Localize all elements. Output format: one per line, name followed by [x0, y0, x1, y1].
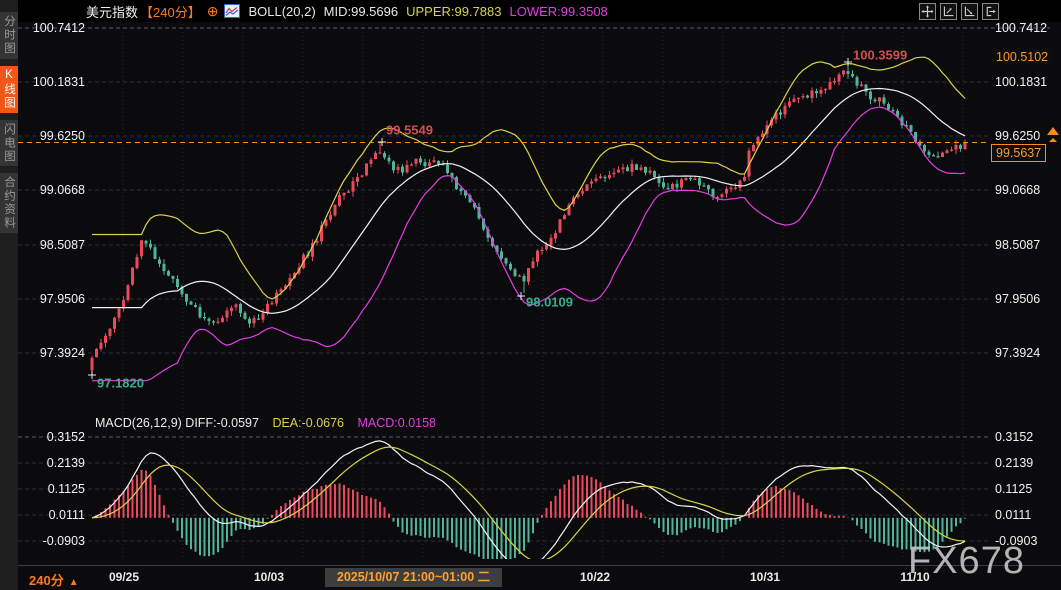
sidebar-tab-kline-chart[interactable]: K线图 — [0, 66, 18, 113]
date-label: 10/22 — [580, 570, 610, 584]
sidebar-tab-contract-info[interactable]: 合约资料 — [0, 173, 18, 233]
macd-dea-value: DEA:-0.0676 — [272, 416, 344, 430]
zoom-axis-left-icon[interactable] — [940, 3, 957, 20]
chart-type-sidebar: 分时图 K线图 闪电图 合约资料 — [0, 0, 18, 590]
sidebar-tab-time-chart[interactable]: 分时图 — [0, 12, 18, 59]
zoom-axis-right-icon[interactable] — [961, 3, 978, 20]
pan-crosshair-icon[interactable] — [919, 3, 936, 20]
boll-lower-value: LOWER:99.3508 — [510, 4, 608, 19]
macd-legend: MACD(26,12,9) DIFF:-0.0597 DEA:-0.0676 M… — [95, 416, 436, 430]
collapse-right-icon[interactable] — [982, 3, 999, 20]
boll-upper-value: UPPER:99.7883 — [406, 4, 501, 19]
chart-toolbar — [919, 3, 999, 20]
boll-mid-value: MID:99.5696 — [324, 4, 398, 19]
crosshair-date-tooltip: 2025/10/07 21:00~01:00 二 — [325, 568, 502, 587]
candlestick-chart-canvas[interactable] — [0, 0, 1061, 590]
add-indicator-icon[interactable]: ⊕ — [207, 3, 219, 20]
chart-thumbnail-icon[interactable] — [224, 4, 240, 18]
chart-header: 美元指数 【240分】 ⊕ BOLL(20,2) MID:99.5696 UPP… — [18, 0, 1061, 22]
date-label: 09/25 — [109, 570, 139, 584]
period-tag[interactable]: 【240分】 — [140, 2, 201, 21]
sidebar-tab-lightning-chart[interactable]: 闪电图 — [0, 120, 18, 167]
boll-legend: BOLL(20,2) — [248, 4, 315, 19]
chart-window: 分时图 K线图 闪电图 合约资料 美元指数 【240分】 ⊕ BOLL(20,2… — [0, 0, 1061, 590]
macd-diff-value: MACD(26,12,9) DIFF:-0.0597 — [95, 416, 259, 430]
session-high-marker: 100.5102 — [992, 49, 1052, 65]
date-label: 10/03 — [254, 570, 284, 584]
symbol-title: 美元指数 — [86, 2, 138, 21]
date-label: 10/31 — [750, 570, 780, 584]
period-selector[interactable]: 240分▲ — [29, 570, 79, 589]
macd-bar-value: MACD:0.0158 — [358, 416, 437, 430]
time-axis-bar: 240分▲ 2025/10/07 21:00~01:00 二 09/25 10/0… — [0, 565, 1061, 590]
current-price-marker: 99.5637 — [991, 144, 1046, 162]
date-label: 11/10 — [900, 570, 929, 584]
period-dropdown-icon: ▲ — [69, 577, 79, 588]
